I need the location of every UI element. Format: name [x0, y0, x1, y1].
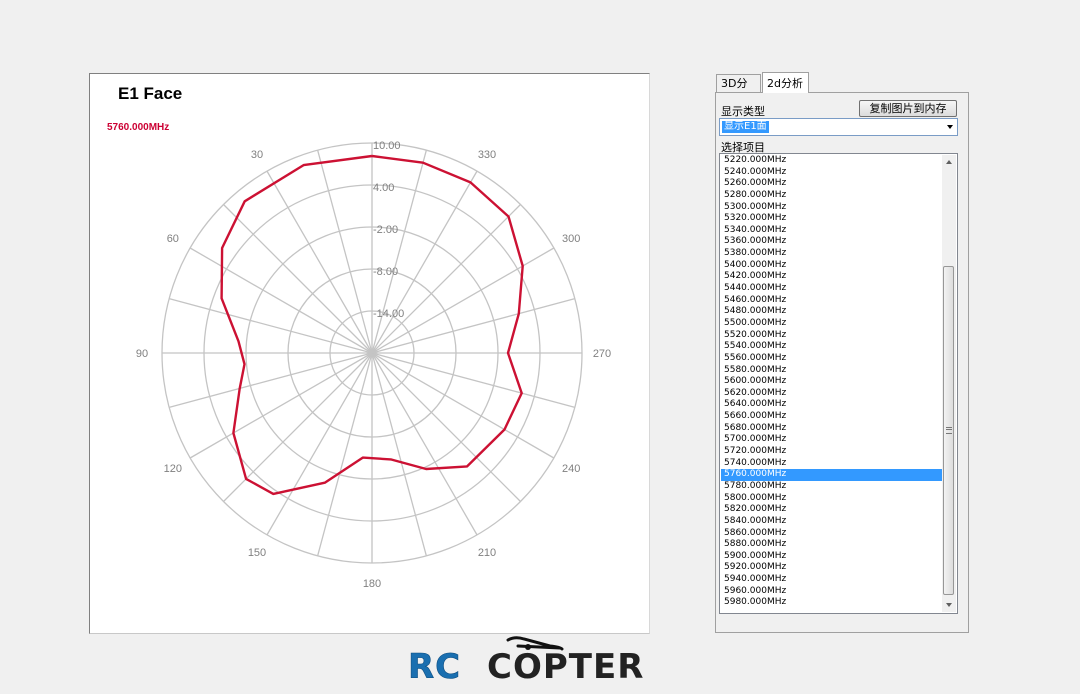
frequency-list-item[interactable]: 5340.000MHz: [724, 224, 787, 235]
angle-label: 120: [164, 463, 182, 475]
scroll-up-icon[interactable]: [942, 155, 956, 169]
analysis-side-panel: 显示类型 复制图片到内存 显示E1面 选择项目 5220.000MHz 5240.…: [715, 92, 969, 633]
polar-grid-spoke: [371, 352, 427, 557]
select-items-label: 选择项目: [721, 141, 765, 154]
frequency-list-item[interactable]: 5540.000MHz: [724, 341, 787, 352]
frequency-list[interactable]: 5220.000MHz 5240.000MHz 5260.000MHz 5280.00…: [719, 153, 958, 614]
polar-plot-panel: E1 Face 5760.000MHz 10.00 4.00 -2.00 -8.00 -…: [89, 73, 650, 634]
frequency-list-item[interactable]: 5320.000MHz: [724, 213, 787, 224]
frequency-list-item[interactable]: 5500.000MHz: [724, 317, 787, 328]
frequency-list-item[interactable]: 5520.000MHz: [724, 329, 787, 340]
angle-label: 90: [136, 348, 148, 360]
ring-label: -8.00: [373, 266, 398, 278]
frequency-list-item[interactable]: 5740.000MHz: [724, 457, 787, 468]
rc-copter-logo: RC COPTER: [400, 636, 680, 690]
frequency-list-item[interactable]: 5280.000MHz: [724, 189, 787, 200]
frequency-list-item[interactable]: 5220.000MHz: [724, 155, 787, 165]
frequency-list-item[interactable]: 5800.000MHz: [724, 492, 787, 503]
frequency-list-item[interactable]: 5960.000MHz: [724, 585, 787, 596]
angle-label: 270: [593, 348, 611, 360]
angle-label: 60: [167, 233, 179, 245]
svg-text:COPTER: COPTER: [487, 647, 644, 687]
frequency-list-item[interactable]: 5760.000MHz: [721, 469, 943, 481]
frequency-list-item[interactable]: 5640.000MHz: [724, 399, 787, 410]
display-type-value: 显示E1面: [722, 121, 769, 133]
polar-grid-spoke: [371, 149, 427, 354]
frequency-list-item[interactable]: 5860.000MHz: [724, 527, 787, 538]
frequency-list-item[interactable]: 5660.000MHz: [724, 411, 787, 422]
frequency-list-item[interactable]: 5780.000MHz: [724, 480, 787, 491]
frequency-list-item[interactable]: 5240.000MHz: [724, 166, 787, 177]
polar-grid-spoke: [223, 204, 373, 354]
angle-label: 330: [478, 149, 496, 161]
frequency-list-items: 5220.000MHz 5240.000MHz 5260.000MHz 5280.00…: [721, 155, 943, 609]
polar-grid-spoke: [266, 352, 373, 536]
frequency-list-item[interactable]: 5880.000MHz: [724, 539, 787, 550]
polar-grid-spoke: [371, 352, 478, 536]
display-type-select[interactable]: 显示E1面: [719, 118, 958, 136]
frequency-list-item[interactable]: 5820.000MHz: [724, 504, 787, 515]
ring-label: 10.00: [373, 140, 401, 152]
frequency-list-item[interactable]: 5400.000MHz: [724, 259, 787, 270]
frequency-list-item[interactable]: 5920.000MHz: [724, 562, 787, 573]
scroll-thumb[interactable]: [943, 266, 954, 595]
frequency-list-item[interactable]: 5360.000MHz: [724, 236, 787, 247]
frequency-list-item[interactable]: 5980.000MHz: [724, 597, 787, 608]
polar-grid-spoke: [189, 352, 373, 459]
polar-grid-spoke: [371, 352, 576, 408]
polar-grid-spoke: [317, 352, 373, 557]
copy-image-button[interactable]: 复制图片到内存: [859, 100, 957, 117]
tab-2d-analysis[interactable]: 2d分析: [762, 72, 809, 93]
svg-text:RC: RC: [408, 647, 461, 687]
frequency-list-item[interactable]: 5620.000MHz: [724, 387, 787, 398]
polar-grid-spoke: [189, 247, 373, 354]
polar-grid-spoke: [371, 247, 555, 354]
frequency-list-item[interactable]: 5700.000MHz: [724, 434, 787, 445]
frequency-list-item[interactable]: 5900.000MHz: [724, 550, 787, 561]
frequency-list-item[interactable]: 5480.000MHz: [724, 306, 787, 317]
polar-grid-spoke: [168, 298, 373, 354]
polar-grid-spoke: [168, 352, 373, 408]
frequency-list-item[interactable]: 5380.000MHz: [724, 248, 787, 259]
tab-3d-analysis[interactable]: 3D分析: [716, 74, 761, 108]
polar-grid-spoke: [371, 170, 478, 354]
frequency-list-item[interactable]: 5420.000MHz: [724, 271, 787, 282]
frequency-list-item[interactable]: 5260.000MHz: [724, 178, 787, 189]
frequency-list-item[interactable]: 5680.000MHz: [724, 422, 787, 433]
angle-label: 180: [363, 578, 381, 590]
frequency-list-item[interactable]: 5560.000MHz: [724, 352, 787, 363]
frequency-list-item[interactable]: 5600.000MHz: [724, 376, 787, 387]
chevron-down-icon[interactable]: [947, 125, 953, 129]
polar-grid-spoke: [371, 298, 576, 354]
angle-label: 150: [248, 547, 266, 559]
list-scrollbar[interactable]: [942, 155, 956, 612]
polar-grid-spoke: [223, 352, 373, 502]
display-type-label: 显示类型: [721, 105, 765, 118]
polar-grid-spoke: [371, 352, 555, 459]
radiation-pattern-trace: [220, 154, 524, 496]
ring-label: -2.00: [373, 224, 398, 236]
polar-grid-spoke: [371, 352, 521, 502]
polar-grid-spoke: [266, 170, 373, 354]
frequency-list-item[interactable]: 5300.000MHz: [724, 201, 787, 212]
grip-icon: [946, 427, 952, 434]
frequency-list-item[interactable]: 5720.000MHz: [724, 446, 787, 457]
frequency-list-item[interactable]: 5580.000MHz: [724, 364, 787, 375]
plot-frequency-label: 5760.000MHz: [107, 122, 170, 133]
frequency-list-item[interactable]: 5940.000MHz: [724, 574, 787, 585]
angle-label: 210: [478, 547, 496, 559]
angle-label: 30: [251, 149, 263, 161]
scroll-down-icon[interactable]: [942, 598, 956, 612]
frequency-list-item[interactable]: 5840.000MHz: [724, 515, 787, 526]
angle-label: 300: [562, 233, 580, 245]
polar-grid-spoke: [317, 149, 373, 354]
plot-title: E1 Face: [118, 84, 183, 103]
polar-grid-spoke: [371, 204, 521, 354]
ring-label: 4.00: [373, 182, 394, 194]
ring-label: -14.00: [373, 308, 404, 320]
polar-chart: 10.00 4.00 -2.00 -8.00 -14.00 30 60 90 120 150 180…: [136, 140, 611, 590]
angle-label: 240: [562, 463, 580, 475]
frequency-list-item[interactable]: 5460.000MHz: [724, 294, 787, 305]
frequency-list-item[interactable]: 5440.000MHz: [724, 283, 787, 294]
